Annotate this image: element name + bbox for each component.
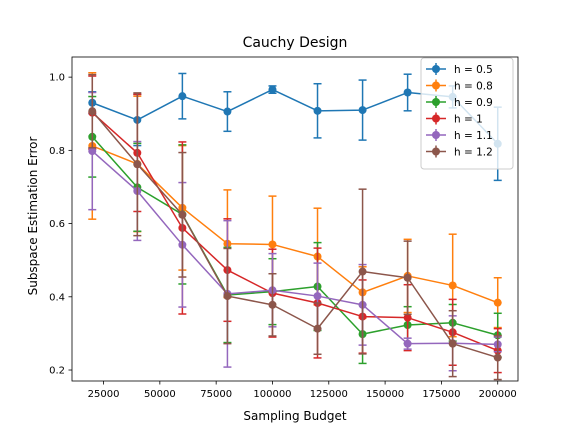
- y-tick-label: 1.0: [49, 73, 65, 84]
- data-point: [403, 313, 412, 322]
- legend-marker: [432, 131, 440, 139]
- y-tick-label: 0.8: [49, 146, 65, 157]
- y-tick-label: 0.6: [49, 219, 65, 230]
- legend-marker: [432, 114, 440, 123]
- data-point: [133, 160, 142, 169]
- series-line: [91, 110, 498, 359]
- legend: h = 0.5 h = 0.8 h = 0.9 h = 1 h = 1.1 h = 1.2: [420, 57, 514, 170]
- legend-label: h = 0.9: [454, 97, 493, 109]
- x-tick-label: 75000: [200, 389, 232, 400]
- x-tick-label: 150000: [366, 389, 404, 400]
- y-axis-label: Subspace Estimation Error: [26, 137, 40, 296]
- data-point: [358, 267, 367, 276]
- axes-frame: [71, 56, 519, 382]
- axes: 25000 50000 75000 100000 125000 150000 175000 2…: [49, 56, 519, 400]
- legend-label: h = 0.8: [454, 81, 493, 93]
- data-point: [313, 324, 322, 333]
- legend-marker: [432, 98, 440, 106]
- data-point: [403, 88, 412, 97]
- data-point: [448, 339, 457, 348]
- x-tick-label: 175000: [422, 389, 460, 400]
- data-point: [268, 300, 277, 309]
- series-line: [91, 150, 498, 346]
- data-point: [358, 106, 367, 115]
- series-line: [91, 145, 498, 304]
- x-tick-label: 50000: [144, 389, 176, 400]
- legend-label: h = 1.1: [454, 130, 493, 142]
- data-point: [178, 210, 187, 219]
- legend-label: h = 0.5: [454, 64, 493, 76]
- legend-label: h = 1: [454, 114, 483, 126]
- data-point: [313, 106, 322, 115]
- data-point: [178, 92, 187, 101]
- legend-label: h = 1.2: [454, 147, 493, 159]
- chart-title: Cauchy Design: [243, 35, 348, 51]
- x-axis-label: Sampling Budget: [243, 409, 346, 423]
- data-point: [268, 85, 277, 94]
- legend-marker: [432, 65, 440, 73]
- plot-area: [88, 71, 502, 381]
- data-point: [223, 292, 232, 301]
- data-point: [223, 107, 232, 116]
- x-tick-label: 125000: [310, 389, 348, 400]
- data-point: [88, 107, 97, 116]
- x-tick-label: 25000: [88, 389, 120, 400]
- data-point: [403, 273, 412, 282]
- data-point: [268, 240, 277, 249]
- x-tick-label: 200000: [479, 389, 517, 400]
- data-point: [313, 292, 322, 301]
- data-point: [493, 298, 502, 307]
- x-tick-label: 100000: [253, 389, 291, 400]
- series-5: [88, 73, 502, 381]
- legend-marker: [432, 81, 440, 90]
- legend-marker: [432, 147, 440, 156]
- data-point: [403, 339, 412, 348]
- y-tick-label: 0.4: [49, 292, 65, 303]
- data-point: [88, 147, 97, 156]
- data-point: [493, 353, 502, 362]
- data-point: [448, 281, 457, 290]
- series-line: [91, 136, 498, 336]
- y-tick-label: 0.2: [49, 366, 65, 377]
